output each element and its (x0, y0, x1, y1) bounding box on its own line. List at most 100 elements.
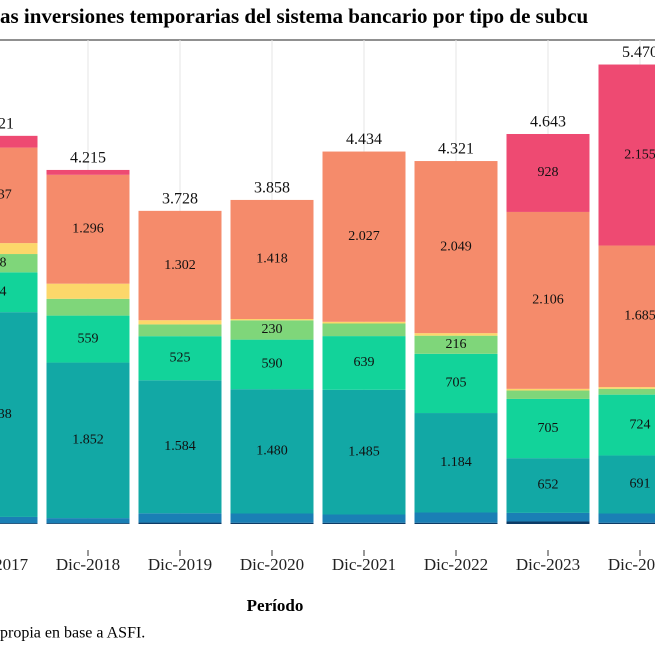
source-note: propia en base a ASFI. (0, 625, 145, 642)
value-label: 2.049 (440, 239, 472, 254)
total-label: 5.470 (622, 44, 655, 61)
value-label: 2.438 (0, 407, 12, 422)
value-label: 1.302 (164, 258, 196, 273)
bar-segment (230, 199, 314, 320)
bar-segment (138, 522, 222, 524)
bar-segment (46, 518, 130, 524)
bar-segment (506, 211, 590, 389)
value-label: 705 (538, 421, 559, 436)
total-label: 4.321 (438, 141, 474, 158)
value-label: 1.480 (256, 444, 288, 459)
value-label: 691 (630, 477, 651, 492)
bar-segment (138, 210, 222, 321)
x-tick-label: Dic-2021 (332, 555, 396, 574)
bar-segment (138, 336, 222, 381)
total-label: 4.621 (0, 116, 14, 133)
bar-segment (322, 514, 406, 523)
bar-segment (506, 458, 590, 513)
value-label: 639 (354, 355, 375, 370)
bar-segment (230, 389, 314, 514)
bar-segment (322, 321, 406, 324)
bar-segment (0, 516, 38, 524)
bar-segment (598, 388, 655, 395)
bar-segment (598, 455, 655, 514)
value-label: 1.485 (348, 444, 380, 459)
bar-segment (0, 147, 38, 244)
bar-segment (0, 135, 38, 148)
bar-segment (506, 390, 590, 399)
value-label: 2.106 (532, 293, 564, 308)
bar-segment (598, 245, 655, 388)
bar-segment (414, 353, 498, 414)
bar-segment (46, 169, 130, 175)
value-label: 1.852 (72, 433, 104, 448)
value-label: 652 (538, 478, 559, 493)
value-label: 559 (78, 331, 99, 346)
bar-segment (46, 362, 130, 519)
bar-segment (414, 512, 498, 523)
bar-segment (414, 335, 498, 354)
value-label: 2.027 (348, 229, 380, 244)
bar-segment (598, 394, 655, 456)
bar-segment (414, 333, 498, 336)
value-label: 230 (262, 322, 283, 337)
bar-segment (506, 512, 590, 522)
bar-segment (322, 323, 406, 337)
bar-segment (506, 398, 590, 459)
bar-segment (598, 387, 655, 389)
value-label: 216 (446, 337, 467, 352)
x-tick-label: Dic-2023 (516, 555, 580, 574)
value-label: 525 (170, 350, 191, 365)
bar-segment (0, 254, 38, 273)
total-label: 3.858 (254, 180, 290, 197)
total-label: 4.643 (530, 114, 566, 131)
bar-segment (230, 513, 314, 523)
bar-segment (230, 319, 314, 321)
bar-segment (598, 64, 655, 246)
value-label: 1.685 (624, 309, 655, 324)
bar-segment (46, 283, 130, 299)
bar-segment (138, 513, 222, 523)
bar-segment (46, 174, 130, 284)
bar-segment (138, 324, 222, 337)
bar-segment (414, 413, 498, 513)
bar-segment (138, 320, 222, 325)
value-label: 218 (0, 255, 7, 270)
x-tick-label: Dic-2024 (608, 555, 655, 574)
bar-segment (322, 522, 406, 524)
x-tick-label: Dic-2022 (424, 555, 488, 574)
bar-segment (414, 522, 498, 524)
plot: 2.438 474 218 1.137 4.621 Dic-2017 1.852 559 1.2… (0, 40, 655, 574)
bar-segment (230, 522, 314, 524)
bar-segment (506, 521, 590, 524)
bar-segment (414, 161, 498, 334)
bar-segment (0, 312, 38, 517)
value-label: 1.184 (440, 455, 472, 470)
value-label: 705 (446, 376, 467, 391)
bar-segment (230, 339, 314, 390)
total-label: 4.215 (70, 150, 106, 167)
bar-segment (598, 522, 655, 524)
x-axis-title: Período (247, 596, 304, 615)
bar-segment (46, 315, 130, 363)
value-label: 2.155 (624, 147, 655, 162)
bar-segment (322, 336, 406, 390)
value-label: 590 (262, 357, 283, 372)
value-label: 474 (0, 284, 7, 299)
bar-segment (46, 298, 130, 316)
x-tick-label: Dic-2017 (0, 555, 29, 574)
x-tick-label: Dic-2020 (240, 555, 304, 574)
bar-segment (0, 272, 38, 313)
value-label: 1.584 (164, 439, 196, 454)
bar-segment (0, 523, 38, 524)
bar-segment (322, 389, 406, 515)
bar-segment (506, 133, 590, 212)
x-tick-label: Dic-2018 (56, 555, 120, 574)
bar-segment (230, 320, 314, 340)
bar-segment (138, 380, 222, 514)
value-label: 724 (630, 417, 651, 432)
x-tick-label: Dic-2019 (148, 555, 212, 574)
total-label: 3.728 (162, 191, 198, 208)
value-label: 1.296 (72, 221, 104, 236)
